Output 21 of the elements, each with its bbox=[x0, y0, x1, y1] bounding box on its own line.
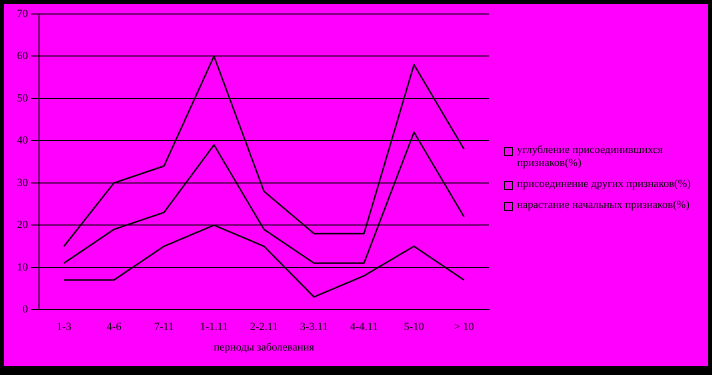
y-tick-label: 30 bbox=[17, 176, 28, 189]
x-tick-label: 4-6 bbox=[106, 321, 122, 334]
y-tick-label: 70 bbox=[17, 8, 28, 20]
x-tick-label: > 10 bbox=[454, 321, 474, 334]
x-tick-label: 3-3.11 bbox=[300, 321, 328, 334]
y-tick-label: 60 bbox=[17, 50, 28, 62]
x-tick-label: 7-11 bbox=[154, 321, 174, 334]
y-tick-label: 10 bbox=[17, 261, 28, 274]
x-tick-label: 1-3 bbox=[56, 321, 72, 334]
y-tick-label: 40 bbox=[17, 134, 28, 147]
x-axis-title: периоды заболевания bbox=[214, 341, 314, 354]
legend-label: присоединение других признаков(%) bbox=[517, 178, 691, 191]
x-tick-label: 4-4.11 bbox=[350, 321, 378, 334]
legend-label: нарастание начальных признаков(%) bbox=[517, 199, 690, 212]
x-tick-label: 5-10 bbox=[404, 321, 425, 334]
legend-label: углубление присоединившихся признаков(%) bbox=[517, 144, 664, 170]
y-tick-label: 0 bbox=[22, 303, 28, 316]
y-tick-label: 20 bbox=[17, 219, 28, 232]
x-tick-label: 2-2.11 bbox=[250, 321, 278, 334]
x-tick-label: 1-1.11 bbox=[200, 321, 228, 334]
y-tick-label: 50 bbox=[17, 92, 28, 104]
